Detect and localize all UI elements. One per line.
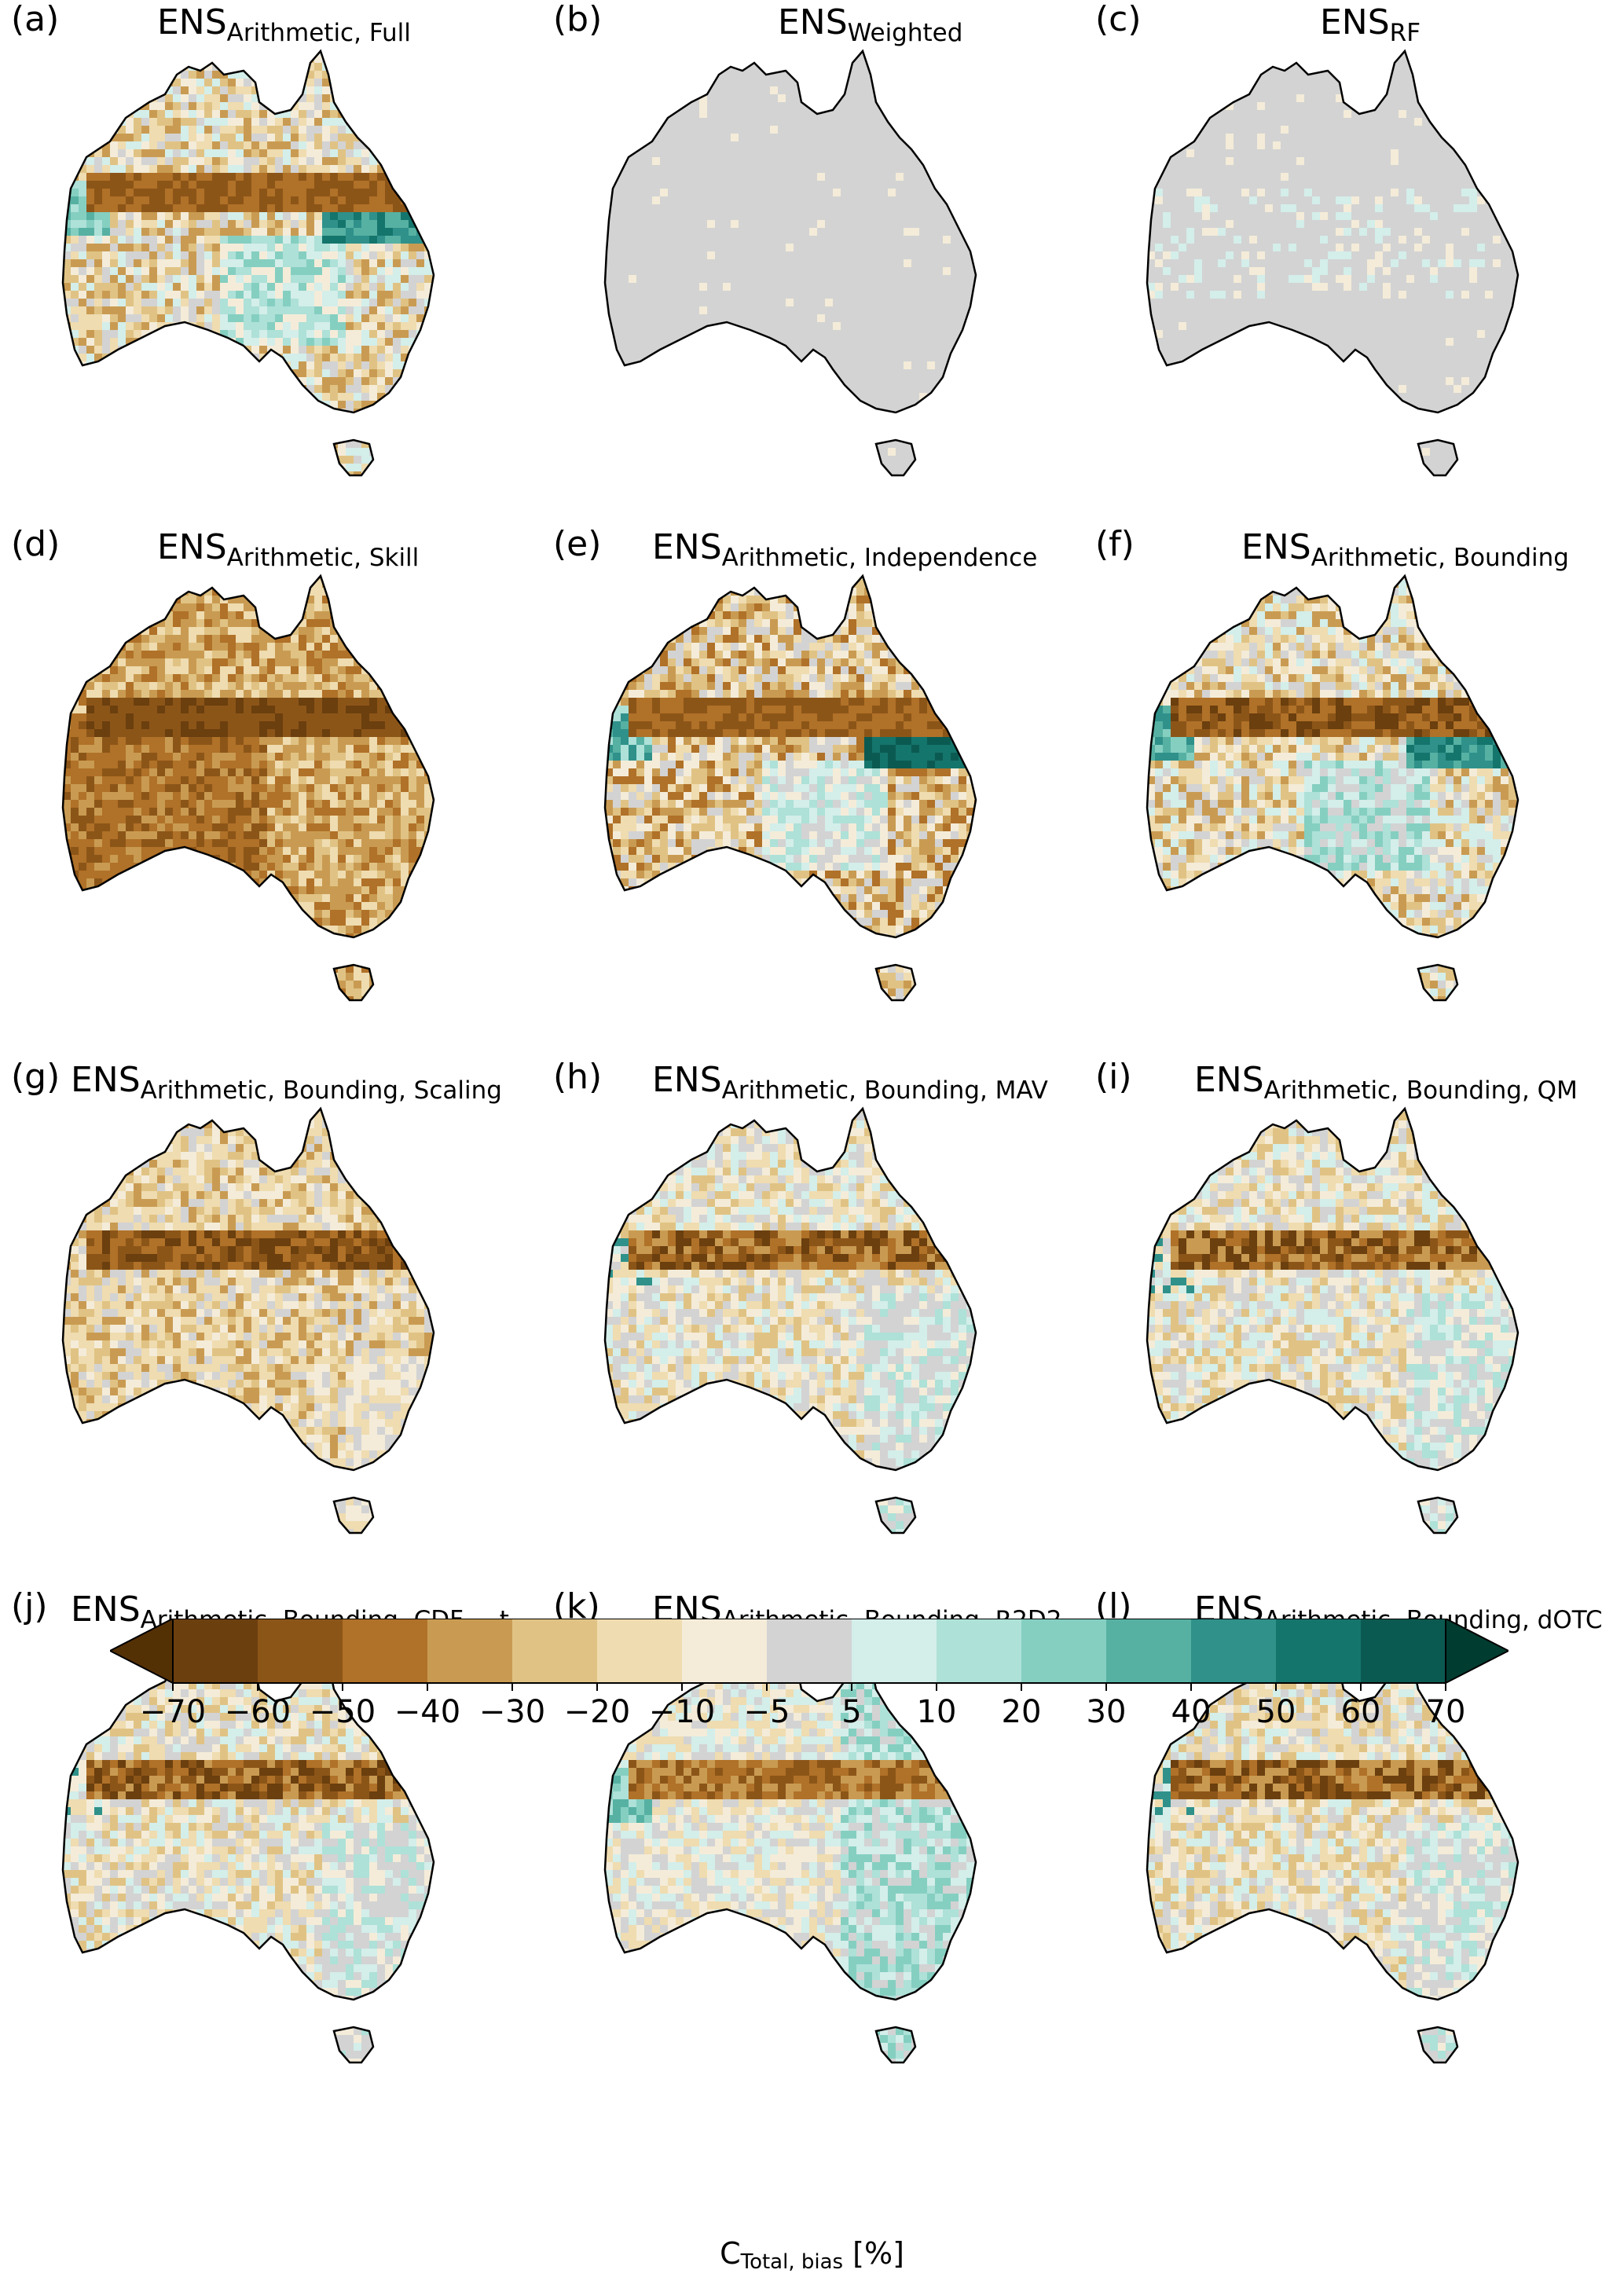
- colorbar-tick-label: 50: [1256, 1694, 1296, 1729]
- colorbar-segment: [852, 1619, 937, 1683]
- colorbar-segment: [1021, 1619, 1107, 1683]
- panel-letter: (d): [11, 525, 60, 564]
- colorbar-segment: [682, 1619, 768, 1683]
- panel-title: ENSArithmetic, Bounding, QM: [1194, 1061, 1578, 1110]
- australia-map: [31, 572, 550, 1028]
- panel-letter: (a): [11, 0, 59, 39]
- australia-map: [31, 47, 550, 503]
- map-panel: (i) ENSArithmetic, Bounding, QM: [1084, 1058, 1619, 1560]
- map-panel: (c) ENSRF: [1084, 0, 1619, 503]
- colorbar-segment: [597, 1619, 683, 1683]
- australia-map: [574, 47, 1092, 503]
- panel-letter: (e): [553, 525, 601, 564]
- colorbar-tick-label: −70: [140, 1694, 206, 1729]
- map-panel: (l)ENSArithmetic, Bounding, dOTC: [1084, 1587, 1619, 2090]
- panel-title: ENSRF: [1320, 3, 1421, 53]
- colorbar-label: CTotal, bias [%]: [0, 2236, 1624, 2274]
- panel-letter: (h): [553, 1058, 602, 1097]
- australia-map: [1116, 47, 1624, 503]
- colorbar-tick-label: 70: [1426, 1694, 1466, 1729]
- panel-title: ENSWeighted: [778, 3, 962, 53]
- colorbar-over-arrow: [1445, 1619, 1509, 1685]
- colorbar-segment: [937, 1619, 1022, 1683]
- colorbar-under-arrow: [110, 1619, 174, 1685]
- colorbar-tick-label: 20: [1002, 1694, 1042, 1729]
- map-panel: (g) ENSArithmetic, Bounding, Scaling: [0, 1058, 534, 1560]
- map-panel: (h) ENSArithmetic, Bounding, MAV: [542, 1058, 1076, 1560]
- colorbar-tick-label: 40: [1171, 1694, 1212, 1729]
- colorbar-segment: [1106, 1619, 1192, 1683]
- map-panel: (d) ENSArithmetic, Skill: [0, 525, 534, 1028]
- panel-title: ENSArithmetic, Full: [157, 3, 411, 53]
- map-panel: (b) ENSWeighted: [542, 0, 1076, 503]
- colorbar-segment: [427, 1619, 513, 1683]
- colorbar-tick-label: −40: [394, 1694, 460, 1729]
- colorbar-segment: [1276, 1619, 1362, 1683]
- australia-map: [1116, 572, 1624, 1028]
- australia-map: [574, 1105, 1092, 1560]
- colorbar-tick-label: −5: [744, 1694, 790, 1729]
- panel-title: ENSArithmetic, Bounding: [1241, 528, 1569, 578]
- panel-title: ENSArithmetic, Skill: [157, 528, 419, 578]
- colorbar-segment: [173, 1619, 258, 1683]
- colorbar-tick-label: 30: [1087, 1694, 1127, 1729]
- panel-title: ENSArithmetic, Bounding, MAV: [652, 1061, 1048, 1110]
- panel-letter: (f): [1095, 525, 1135, 564]
- australia-map: [1116, 1105, 1624, 1560]
- panel-title: ENSArithmetic, Independence: [652, 528, 1037, 578]
- colorbar-tick-label: −30: [479, 1694, 545, 1729]
- australia-map: [31, 1105, 550, 1560]
- colorbar-tick-label: −10: [649, 1694, 715, 1729]
- map-panel: (f) ENSArithmetic, Bounding: [1084, 525, 1619, 1028]
- panel-letter: (c): [1095, 0, 1142, 39]
- colorbar-segment: [343, 1619, 428, 1683]
- colorbar-tick-label: 60: [1341, 1694, 1381, 1729]
- colorbar-tick-label: −20: [564, 1694, 630, 1729]
- panel-title: ENSArithmetic, Bounding, Scaling: [71, 1061, 502, 1110]
- panel-letter: (g): [11, 1058, 60, 1097]
- colorbar-tick-label: 5: [841, 1694, 861, 1729]
- australia-map: [574, 572, 1092, 1028]
- panel-letter: (j): [11, 1587, 48, 1626]
- colorbar-tick-label: 10: [917, 1694, 957, 1729]
- map-panel: (a) ENSArithmetic, Full: [0, 0, 534, 503]
- colorbar-segment: [258, 1619, 343, 1683]
- colorbar-segment: [767, 1619, 852, 1683]
- panel-letter: (i): [1095, 1058, 1132, 1097]
- colorbar-tick-label: −60: [225, 1694, 291, 1729]
- colorbar-segment: [1361, 1619, 1446, 1683]
- map-panel: (e) ENSArithmetic, Independence: [542, 525, 1076, 1028]
- australia-map: [1116, 1634, 1624, 2090]
- colorbar-segment: [512, 1619, 598, 1683]
- colorbar-segment: [1191, 1619, 1277, 1683]
- colorbar: −70 −60 −50 −40 −30 −20 −10 −5 5 10 20 30 40 50 60 70: [110, 1619, 1509, 1729]
- panel-letter: (b): [553, 0, 602, 39]
- colorbar-tick-label: −50: [310, 1694, 376, 1729]
